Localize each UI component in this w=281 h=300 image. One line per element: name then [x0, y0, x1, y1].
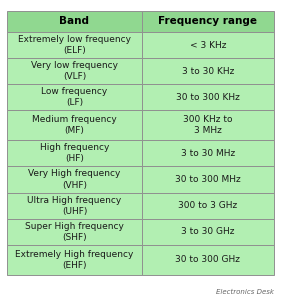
Text: 300 KHz to
3 MHz: 300 KHz to 3 MHz: [183, 115, 233, 135]
Text: < 3 KHz: < 3 KHz: [190, 40, 226, 50]
FancyBboxPatch shape: [142, 32, 274, 58]
Text: Frequency range: Frequency range: [158, 16, 257, 26]
Text: 3 to 30 GHz: 3 to 30 GHz: [181, 227, 235, 236]
Text: 300 to 3 GHz: 300 to 3 GHz: [178, 201, 237, 210]
FancyBboxPatch shape: [7, 84, 142, 110]
Text: Medium frequency
(MF): Medium frequency (MF): [32, 115, 117, 135]
FancyBboxPatch shape: [142, 58, 274, 84]
FancyBboxPatch shape: [7, 193, 142, 219]
FancyBboxPatch shape: [7, 219, 142, 245]
FancyBboxPatch shape: [7, 32, 142, 58]
FancyBboxPatch shape: [142, 110, 274, 140]
FancyBboxPatch shape: [7, 110, 142, 140]
FancyBboxPatch shape: [142, 167, 274, 193]
FancyBboxPatch shape: [142, 219, 274, 245]
FancyBboxPatch shape: [7, 11, 142, 32]
Text: Very low frequency
(VLF): Very low frequency (VLF): [31, 61, 118, 81]
FancyBboxPatch shape: [142, 245, 274, 275]
FancyBboxPatch shape: [142, 193, 274, 219]
Text: 3 to 30 KHz: 3 to 30 KHz: [182, 67, 234, 76]
Text: Ultra High frequency
(UHF): Ultra High frequency (UHF): [27, 196, 122, 216]
FancyBboxPatch shape: [7, 245, 142, 275]
Text: 30 to 300 MHz: 30 to 300 MHz: [175, 175, 241, 184]
FancyBboxPatch shape: [7, 167, 142, 193]
Text: Very High frequency
(VHF): Very High frequency (VHF): [28, 169, 121, 190]
FancyBboxPatch shape: [7, 140, 142, 166]
Text: 3 to 30 MHz: 3 to 30 MHz: [181, 149, 235, 158]
FancyBboxPatch shape: [142, 140, 274, 166]
FancyBboxPatch shape: [7, 58, 142, 84]
Text: Extremely High frequency
(EHF): Extremely High frequency (EHF): [15, 250, 134, 270]
FancyBboxPatch shape: [142, 84, 274, 110]
Text: Super High frequency
(SHF): Super High frequency (SHF): [25, 222, 124, 242]
Text: Extremely low frequency
(ELF): Extremely low frequency (ELF): [18, 35, 131, 55]
FancyBboxPatch shape: [142, 11, 274, 32]
Text: Low frequency
(LF): Low frequency (LF): [41, 87, 108, 107]
Text: Electronics Desk: Electronics Desk: [216, 289, 274, 295]
Text: Band: Band: [60, 16, 89, 26]
Text: 30 to 300 KHz: 30 to 300 KHz: [176, 93, 240, 102]
Text: High frequency
(HF): High frequency (HF): [40, 143, 109, 164]
Text: 30 to 300 GHz: 30 to 300 GHz: [175, 255, 241, 264]
